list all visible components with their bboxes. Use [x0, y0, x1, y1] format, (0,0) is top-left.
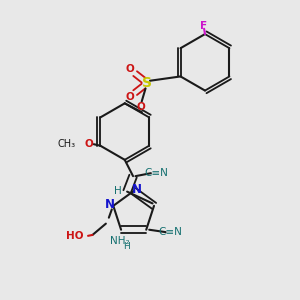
Text: F: F	[200, 21, 207, 31]
Text: NH₂: NH₂	[110, 236, 129, 246]
Text: O: O	[125, 92, 134, 102]
Text: H: H	[114, 186, 122, 196]
Text: O: O	[137, 102, 146, 112]
Text: HO: HO	[66, 231, 84, 242]
Text: N: N	[105, 198, 115, 211]
Text: N: N	[132, 183, 142, 196]
Text: S: S	[142, 76, 152, 90]
Text: O: O	[84, 139, 93, 149]
Text: C≡N: C≡N	[158, 227, 182, 237]
Text: H: H	[123, 242, 130, 250]
Text: O: O	[125, 64, 134, 74]
Text: CH₃: CH₃	[58, 139, 76, 149]
Text: C≡N: C≡N	[144, 168, 168, 178]
